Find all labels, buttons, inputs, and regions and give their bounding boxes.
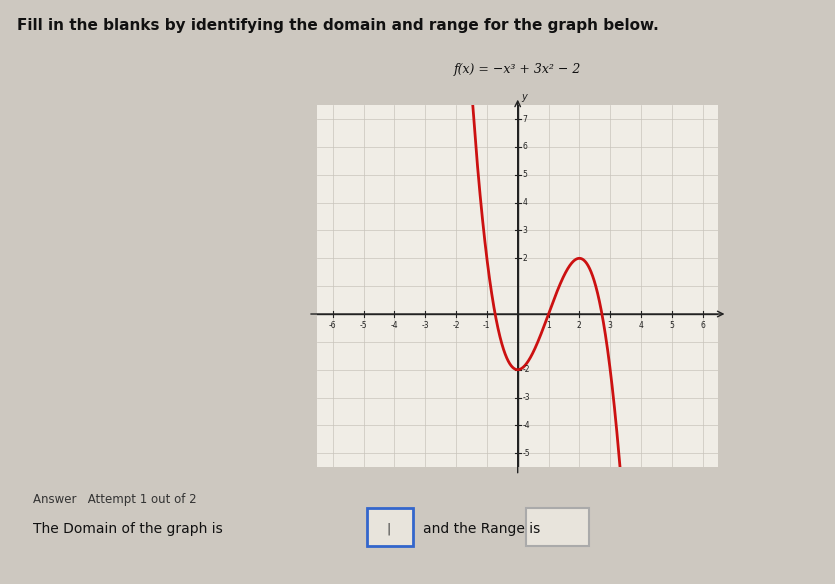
Text: -2: -2	[523, 365, 530, 374]
Text: and the Range is: and the Range is	[423, 522, 540, 536]
Text: The Domain of the graph is: The Domain of the graph is	[33, 522, 223, 536]
Text: -5: -5	[360, 321, 367, 330]
Text: 6: 6	[523, 142, 527, 151]
Text: y: y	[521, 92, 527, 102]
Text: 6: 6	[701, 321, 705, 330]
Text: -4: -4	[523, 421, 530, 430]
Text: Answer   Attempt 1 out of 2: Answer Attempt 1 out of 2	[33, 493, 197, 506]
Text: 4: 4	[639, 321, 644, 330]
Text: -3: -3	[422, 321, 429, 330]
Text: 5: 5	[670, 321, 675, 330]
Text: Fill in the blanks by identifying the domain and range for the graph below.: Fill in the blanks by identifying the do…	[17, 18, 659, 33]
Text: -5: -5	[523, 449, 530, 458]
Text: -4: -4	[391, 321, 398, 330]
Text: -2: -2	[453, 321, 460, 330]
Text: 1: 1	[546, 321, 551, 330]
Text: 7: 7	[523, 114, 527, 124]
Text: 3: 3	[608, 321, 613, 330]
Text: 2: 2	[523, 254, 527, 263]
Text: -3: -3	[523, 393, 530, 402]
Text: 2: 2	[577, 321, 582, 330]
Text: |: |	[387, 522, 391, 535]
Text: 5: 5	[523, 171, 527, 179]
Text: 3: 3	[523, 226, 527, 235]
Text: -1: -1	[483, 321, 491, 330]
Text: 4: 4	[523, 198, 527, 207]
Text: f(x) = −x³ + 3x² − 2: f(x) = −x³ + 3x² − 2	[454, 63, 581, 76]
Text: -6: -6	[329, 321, 337, 330]
